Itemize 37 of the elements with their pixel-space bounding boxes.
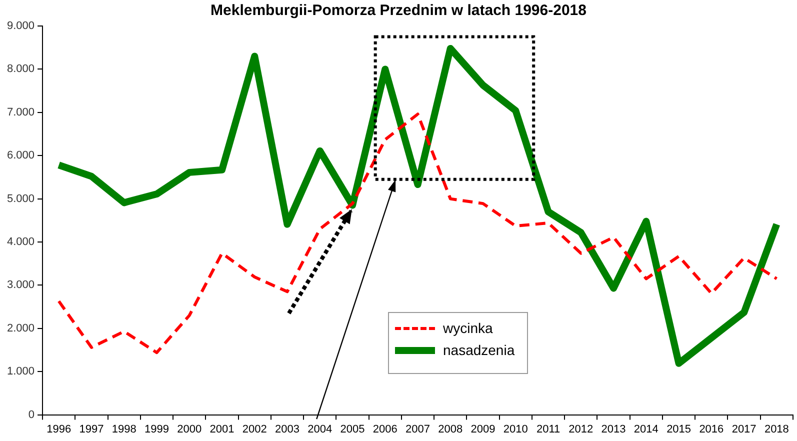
- x-tick-label: 2005: [340, 423, 365, 436]
- x-tick-label: 2013: [601, 423, 626, 436]
- x-tick-label: 1998: [112, 423, 136, 436]
- y-tick-label: 0: [28, 408, 35, 421]
- y-tick-label: 2.000: [6, 322, 35, 334]
- x-tick-label: 2001: [210, 423, 234, 436]
- x-tick-label: 2003: [275, 423, 300, 436]
- y-tick-label: 9.000: [6, 20, 35, 32]
- legend-label: wycinka: [443, 320, 493, 336]
- y-tick-label: 1.000: [6, 366, 35, 378]
- x-tick-label: 2011: [536, 423, 560, 436]
- x-tick-label: 2007: [406, 423, 430, 436]
- x-tick-label: 2002: [242, 423, 267, 436]
- y-tick-label: 6.000: [6, 150, 35, 162]
- x-tick-label: 2010: [503, 423, 528, 436]
- x-tick-label: 2015: [666, 423, 692, 436]
- y-tick-label: 4.000: [6, 236, 35, 248]
- x-tick-label: 2017: [732, 423, 756, 436]
- x-tick-label: 1997: [79, 423, 104, 436]
- x-tick-label: 2009: [470, 423, 496, 436]
- x-tick-label: 2008: [438, 423, 463, 436]
- y-tick-label: 3.000: [6, 279, 35, 292]
- x-tick-label: 2012: [568, 423, 594, 436]
- x-tick-label: 2006: [372, 423, 398, 436]
- chart-title: Meklemburgii-Pomorza Przednim w latach 1996-2018: [210, 2, 586, 20]
- y-tick-label: 7.000: [6, 106, 35, 118]
- y-tick-label: 5.000: [6, 192, 35, 205]
- x-tick-label: 2000: [177, 423, 202, 436]
- y-tick-label: 8.000: [6, 63, 35, 76]
- x-tick-label: 2014: [634, 423, 658, 436]
- x-tick-label: 2016: [699, 423, 724, 436]
- x-tick-label: 1999: [144, 423, 169, 436]
- x-tick-label: 1996: [46, 423, 72, 436]
- legend-label: nasadzenia: [443, 342, 515, 358]
- x-tick-label: 2018: [764, 423, 789, 436]
- x-tick-label: 2004: [308, 423, 332, 436]
- line-series: [57, 112, 778, 354]
